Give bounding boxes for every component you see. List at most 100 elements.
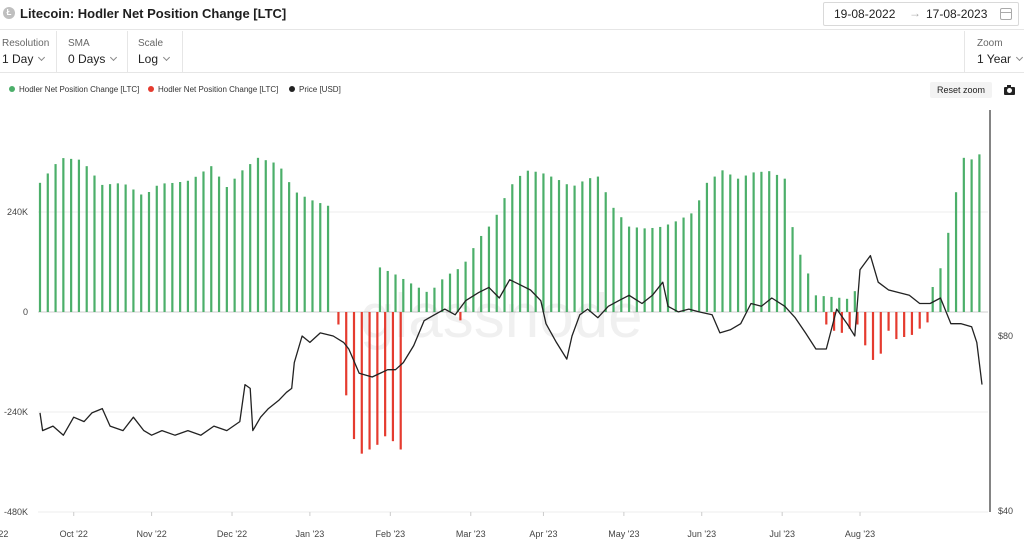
bar xyxy=(713,176,716,312)
bar xyxy=(760,171,763,312)
x-tick-label: Jun '23 xyxy=(687,529,716,539)
bar xyxy=(108,184,112,312)
bar xyxy=(978,154,981,312)
bar xyxy=(295,192,299,312)
bar xyxy=(303,196,306,312)
sma-value[interactable]: 0 Days xyxy=(68,52,118,66)
bar xyxy=(721,170,724,312)
y-tick-label-left: -480K xyxy=(4,507,28,517)
chevron-down-icon xyxy=(1016,53,1024,62)
legend-dot xyxy=(9,85,15,92)
bar xyxy=(77,159,81,312)
bar xyxy=(280,168,283,312)
bar xyxy=(256,157,260,312)
legend-item-price[interactable]: Price [USD] xyxy=(289,85,341,94)
bar xyxy=(550,176,553,312)
scale-select[interactable]: Scale Log xyxy=(136,31,183,73)
bar xyxy=(557,180,561,312)
bar xyxy=(612,207,615,312)
zoom-value[interactable]: 1 Year xyxy=(977,52,1024,66)
zoom-label: Zoom xyxy=(977,38,1003,49)
bar xyxy=(931,287,934,312)
chevron-down-icon xyxy=(110,53,118,62)
bar xyxy=(225,187,228,312)
bar xyxy=(186,180,190,312)
sma-select[interactable]: SMA 0 Days xyxy=(66,31,128,73)
y-tick-label-left: -240K xyxy=(4,407,28,417)
bar xyxy=(822,296,825,312)
y-tick-label-left: 240K xyxy=(7,207,28,217)
bar xyxy=(85,166,88,312)
bar xyxy=(879,312,882,354)
bar xyxy=(775,174,779,312)
zoom-select[interactable]: Zoom 1 Year xyxy=(964,31,1024,73)
y-tick-label-right: $80 xyxy=(998,331,1013,341)
legend-item-positive[interactable]: Hodler Net Position Change [LTC] xyxy=(9,85,139,94)
date-start-field[interactable]: 19-08-2022 xyxy=(834,7,896,21)
bar xyxy=(659,226,662,312)
bar xyxy=(581,181,584,312)
bar xyxy=(744,175,747,312)
bar xyxy=(830,296,833,312)
bar xyxy=(62,158,65,312)
camera-icon[interactable] xyxy=(1004,85,1015,95)
bar xyxy=(241,170,244,312)
bar xyxy=(526,170,529,312)
bar xyxy=(495,214,498,312)
bar xyxy=(840,312,843,333)
resolution-select[interactable]: Resolution 1 Day xyxy=(0,31,57,73)
bar xyxy=(368,312,371,450)
sma-label: SMA xyxy=(68,38,90,49)
x-tick-label: Nov '22 xyxy=(136,529,166,539)
reset-zoom-button[interactable]: Reset zoom xyxy=(930,82,992,98)
bar xyxy=(848,312,851,329)
y-tick-label-left: 0 xyxy=(23,307,28,317)
bar xyxy=(682,217,685,312)
bar xyxy=(887,312,890,331)
bar xyxy=(101,184,104,312)
resolution-label: Resolution xyxy=(2,38,50,49)
bar xyxy=(791,227,794,312)
bar xyxy=(448,273,452,312)
chart-controls: Resolution 1 Day SMA 0 Days Scale Log Zo… xyxy=(0,31,1024,73)
bar xyxy=(926,312,929,323)
bar xyxy=(163,183,166,312)
bar xyxy=(910,312,914,335)
bar xyxy=(666,224,670,312)
scale-value[interactable]: Log xyxy=(138,52,171,66)
bar xyxy=(345,312,348,396)
bar xyxy=(895,312,898,340)
bar xyxy=(807,273,810,312)
resolution-value[interactable]: 1 Day xyxy=(2,52,46,66)
bar xyxy=(288,182,291,312)
bar xyxy=(864,312,867,346)
calendar-icon[interactable] xyxy=(1000,8,1012,20)
bar xyxy=(376,312,379,445)
bar xyxy=(970,159,973,312)
bar xyxy=(147,192,151,312)
bar xyxy=(814,295,818,312)
date-end-field[interactable]: 17-08-2023 xyxy=(926,7,988,21)
title-bar: Ł Litecoin: Hodler Net Position Change [… xyxy=(0,0,1024,30)
legend-item-negative[interactable]: Hodler Net Position Change [LTC] xyxy=(148,85,278,94)
bar xyxy=(589,178,592,312)
bar xyxy=(217,176,221,312)
bar xyxy=(319,203,322,312)
bar xyxy=(194,176,197,312)
bar xyxy=(783,178,786,312)
bar xyxy=(441,279,444,312)
date-range-picker[interactable]: 19-08-2022 → 17-08-2023 xyxy=(823,2,1019,26)
bar xyxy=(384,312,387,437)
bar xyxy=(155,185,158,312)
x-tick-label: Jan '23 xyxy=(296,529,325,539)
bar xyxy=(565,184,568,312)
bar xyxy=(604,192,607,312)
bar xyxy=(409,283,413,312)
x-tick-label: Oct '22 xyxy=(60,529,88,539)
chevron-down-icon xyxy=(38,53,46,62)
bar xyxy=(947,232,950,312)
bar xyxy=(736,178,740,312)
bar xyxy=(202,171,205,312)
bar xyxy=(54,164,57,312)
